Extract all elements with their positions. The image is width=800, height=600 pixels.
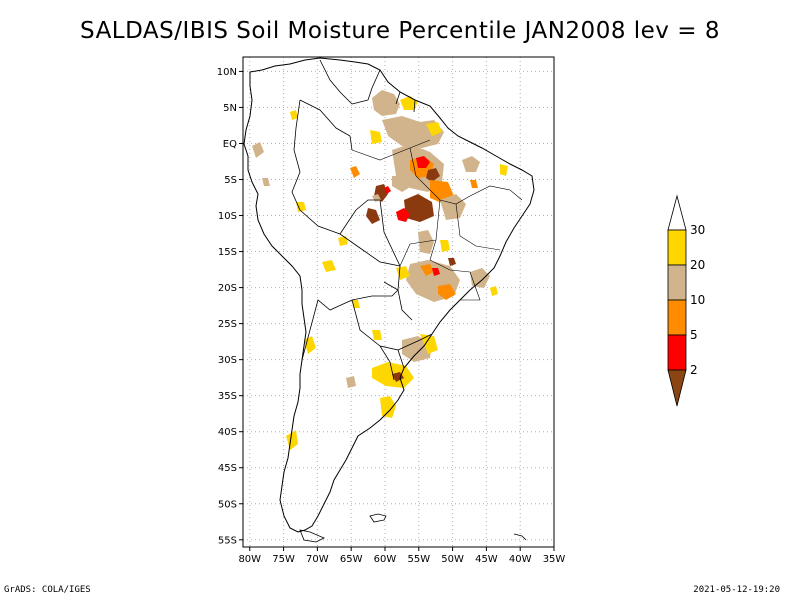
lat-tick-label: 10S [218, 211, 237, 222]
anomaly-patch-yellow [370, 130, 382, 144]
anomaly-patch-brown [366, 208, 380, 224]
colorbar-label-20: 20 [690, 258, 705, 272]
colorbar-legend: 30 20 10 5 2 [667, 194, 705, 407]
colorbar-bottom-triangle [667, 369, 687, 407]
anomaly-patch-tan [462, 156, 480, 172]
lat-tick-label: 30S [218, 355, 237, 366]
lat-tick-label: 40S [218, 427, 237, 438]
coastline [243, 57, 535, 533]
south-america-coastline [243, 57, 535, 533]
anomaly-patch-yellow [490, 286, 498, 296]
anomaly-patch-red [432, 268, 440, 276]
map-panel: 10N5NEQ5S10S15S20S25S30S35S40S45S50S55S … [217, 56, 565, 565]
colorbar-label-5: 5 [690, 328, 698, 342]
longitude-axis: 80W 75W 70W 65W 60W 55W 50W 45W 40W 35W [238, 547, 565, 565]
lon-tick-label: 70W [306, 554, 329, 565]
anomaly-patch-yellow [372, 330, 382, 340]
anomaly-patch-tan [392, 176, 412, 192]
anomaly-patch-orange [350, 166, 360, 178]
lon-tick-label: 35W [543, 554, 566, 565]
lon-tick-label: 60W [374, 554, 397, 565]
south-georgia [513, 533, 527, 541]
lat-tick-label: 5S [224, 175, 237, 186]
anomaly-patch-tan [372, 90, 400, 116]
anomaly-patch-yellow [338, 236, 348, 246]
anomaly-patch-orange [470, 180, 478, 188]
lon-tick-label: 40W [509, 554, 532, 565]
lat-tick-label: 15S [218, 247, 237, 258]
anomaly-patch-orange [438, 284, 456, 300]
anomaly-patch-brown [448, 258, 456, 266]
anomaly-patch-yellow [420, 334, 438, 354]
colorbar-top-triangle [667, 194, 687, 231]
footer-timestamp: 2021-05-12-19:20 [693, 585, 780, 595]
brazil-state-lines [351, 139, 523, 301]
country-borders [291, 59, 433, 381]
anomaly-patch-tan [252, 142, 264, 158]
lon-tick-label: 75W [272, 554, 295, 565]
lon-tick-label: 55W [407, 554, 430, 565]
colorbar-swatch-20-30 [667, 229, 687, 266]
lat-tick-label: 50S [218, 499, 237, 510]
lon-tick-label: 45W [475, 554, 498, 565]
anomaly-patch-orange [420, 264, 434, 276]
lat-tick-label: 35S [218, 391, 237, 402]
anomaly-patch-tan [262, 178, 270, 186]
anomaly-patch-yellow [286, 430, 298, 450]
anomaly-patch-tan [470, 268, 490, 288]
tierra-del-fuego [299, 529, 325, 543]
anomaly-patch-red [396, 208, 410, 222]
lon-tick-label: 80W [238, 554, 261, 565]
anomaly-patch-red [416, 156, 430, 168]
lat-tick-label: 5N [223, 103, 237, 114]
anomaly-patch-yellow [296, 202, 306, 212]
colorbar-label-10: 10 [690, 293, 705, 307]
anomaly-patch-red [384, 186, 391, 194]
anomaly-patch-brown [426, 168, 440, 182]
colorbar-swatch-5-10 [667, 299, 687, 336]
soil-moisture-anomalies [252, 90, 508, 450]
anomaly-patch-yellow [322, 260, 336, 272]
anomaly-patch-yellow [380, 396, 396, 418]
colorbar-swatch-10-20 [667, 264, 687, 301]
lat-tick-label: 55S [218, 535, 237, 546]
footer-credit: GrADS: COLA/IGES [4, 585, 91, 595]
lat-tick-label: EQ [223, 139, 237, 150]
falkland-islands [369, 513, 387, 523]
latitude-axis: 10N 5N EQ 5S 10S 15S 20S 25S 30S 35S 40S 45S 50S 55S [217, 67, 243, 546]
islands [299, 513, 527, 543]
anomaly-patch-tan [440, 194, 466, 220]
anomaly-patch-yellow [500, 164, 508, 176]
anomaly-patch-yellow [426, 122, 442, 136]
lat-tick-label: 20S [218, 283, 237, 294]
anomaly-patch-yellow [290, 110, 298, 120]
lon-tick-label: 50W [441, 554, 464, 565]
lon-tick-label: 65W [340, 554, 363, 565]
lat-tick-label: 10N [217, 67, 237, 78]
map-title: SALDAS/IBIS Soil Moisture Percentile JAN… [80, 18, 720, 44]
map-frame [242, 56, 555, 548]
anomaly-patch-tan [418, 230, 434, 254]
colorbar-label-30: 30 [690, 223, 705, 237]
anomaly-patch-tan [346, 376, 356, 388]
colorbar-label-2: 2 [690, 363, 698, 377]
lat-tick-label: 25S [218, 319, 237, 330]
lat-tick-label: 45S [218, 463, 237, 474]
anomaly-patch-yellow [440, 240, 450, 252]
anomaly-patch-brown [404, 194, 434, 222]
colorbar-swatch-2-5 [667, 334, 687, 371]
